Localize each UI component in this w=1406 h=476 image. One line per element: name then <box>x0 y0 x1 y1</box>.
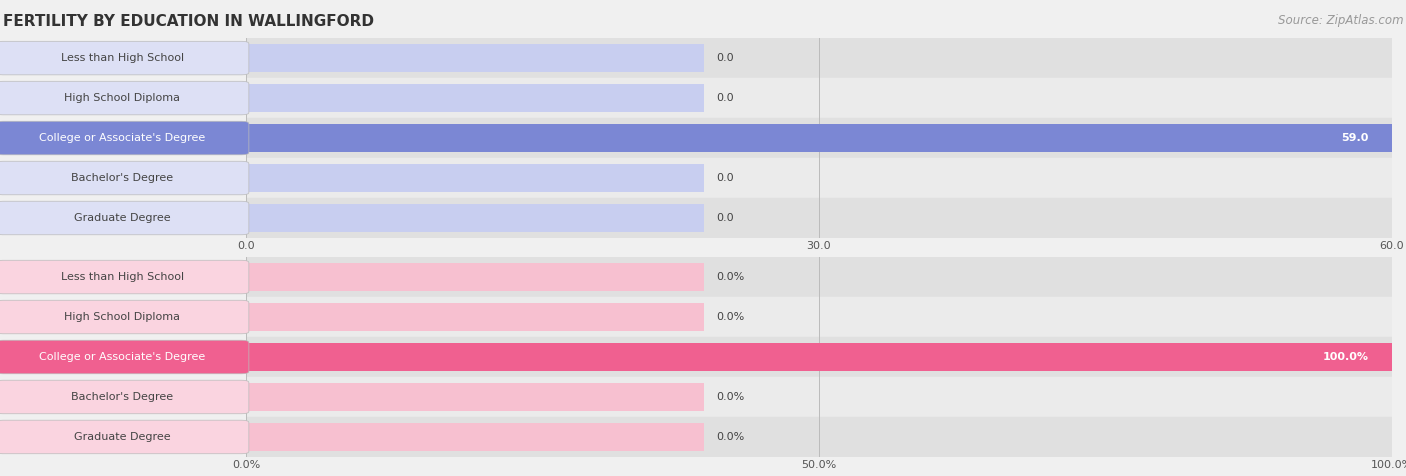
Text: 0.0%: 0.0% <box>716 272 744 282</box>
Bar <box>246 204 704 232</box>
Bar <box>246 78 1392 118</box>
Bar <box>246 84 704 112</box>
Bar <box>246 423 704 451</box>
Text: 0.0: 0.0 <box>716 213 734 223</box>
Bar <box>246 263 704 291</box>
Bar <box>246 417 1392 457</box>
Bar <box>246 44 704 72</box>
Text: Less than High School: Less than High School <box>60 272 184 282</box>
Bar <box>246 118 1392 158</box>
Text: Graduate Degree: Graduate Degree <box>75 213 170 223</box>
Bar <box>246 124 1392 152</box>
Text: 0.0%: 0.0% <box>716 432 744 442</box>
Bar <box>246 158 1392 198</box>
Bar <box>246 377 1392 417</box>
Text: Source: ZipAtlas.com: Source: ZipAtlas.com <box>1278 14 1403 27</box>
Text: FERTILITY BY EDUCATION IN WALLINGFORD: FERTILITY BY EDUCATION IN WALLINGFORD <box>3 14 374 30</box>
Text: 59.0: 59.0 <box>1341 133 1369 143</box>
Text: 0.0: 0.0 <box>716 93 734 103</box>
Text: College or Associate's Degree: College or Associate's Degree <box>39 352 205 362</box>
Bar <box>246 297 1392 337</box>
Text: Less than High School: Less than High School <box>60 53 184 63</box>
Bar <box>246 198 1392 238</box>
Text: 0.0%: 0.0% <box>716 312 744 322</box>
Bar <box>246 164 704 192</box>
Text: 0.0%: 0.0% <box>716 392 744 402</box>
Text: Bachelor's Degree: Bachelor's Degree <box>72 392 173 402</box>
Bar <box>246 303 704 331</box>
Text: Bachelor's Degree: Bachelor's Degree <box>72 173 173 183</box>
Text: 0.0: 0.0 <box>716 173 734 183</box>
Bar <box>246 38 1392 78</box>
Text: High School Diploma: High School Diploma <box>65 312 180 322</box>
Bar <box>246 383 704 411</box>
Bar <box>246 257 1392 297</box>
Text: High School Diploma: High School Diploma <box>65 93 180 103</box>
Text: 100.0%: 100.0% <box>1323 352 1369 362</box>
Text: Graduate Degree: Graduate Degree <box>75 432 170 442</box>
Bar <box>246 337 1392 377</box>
Text: College or Associate's Degree: College or Associate's Degree <box>39 133 205 143</box>
Text: 0.0: 0.0 <box>716 53 734 63</box>
Bar <box>246 343 1392 371</box>
